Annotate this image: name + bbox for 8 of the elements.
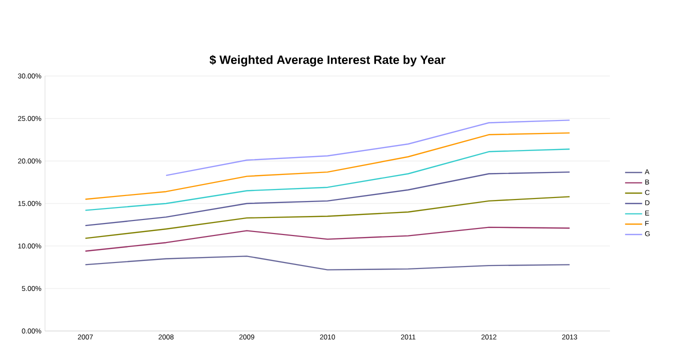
line-series [84,148,570,211]
chart-title: $ Weighted Average Interest Rate by Year [210,55,446,66]
line-series [84,256,570,270]
line-series [84,196,570,239]
line-series [84,226,570,252]
line-series [84,171,570,226]
line-series [84,132,570,200]
line-series [165,120,570,176]
